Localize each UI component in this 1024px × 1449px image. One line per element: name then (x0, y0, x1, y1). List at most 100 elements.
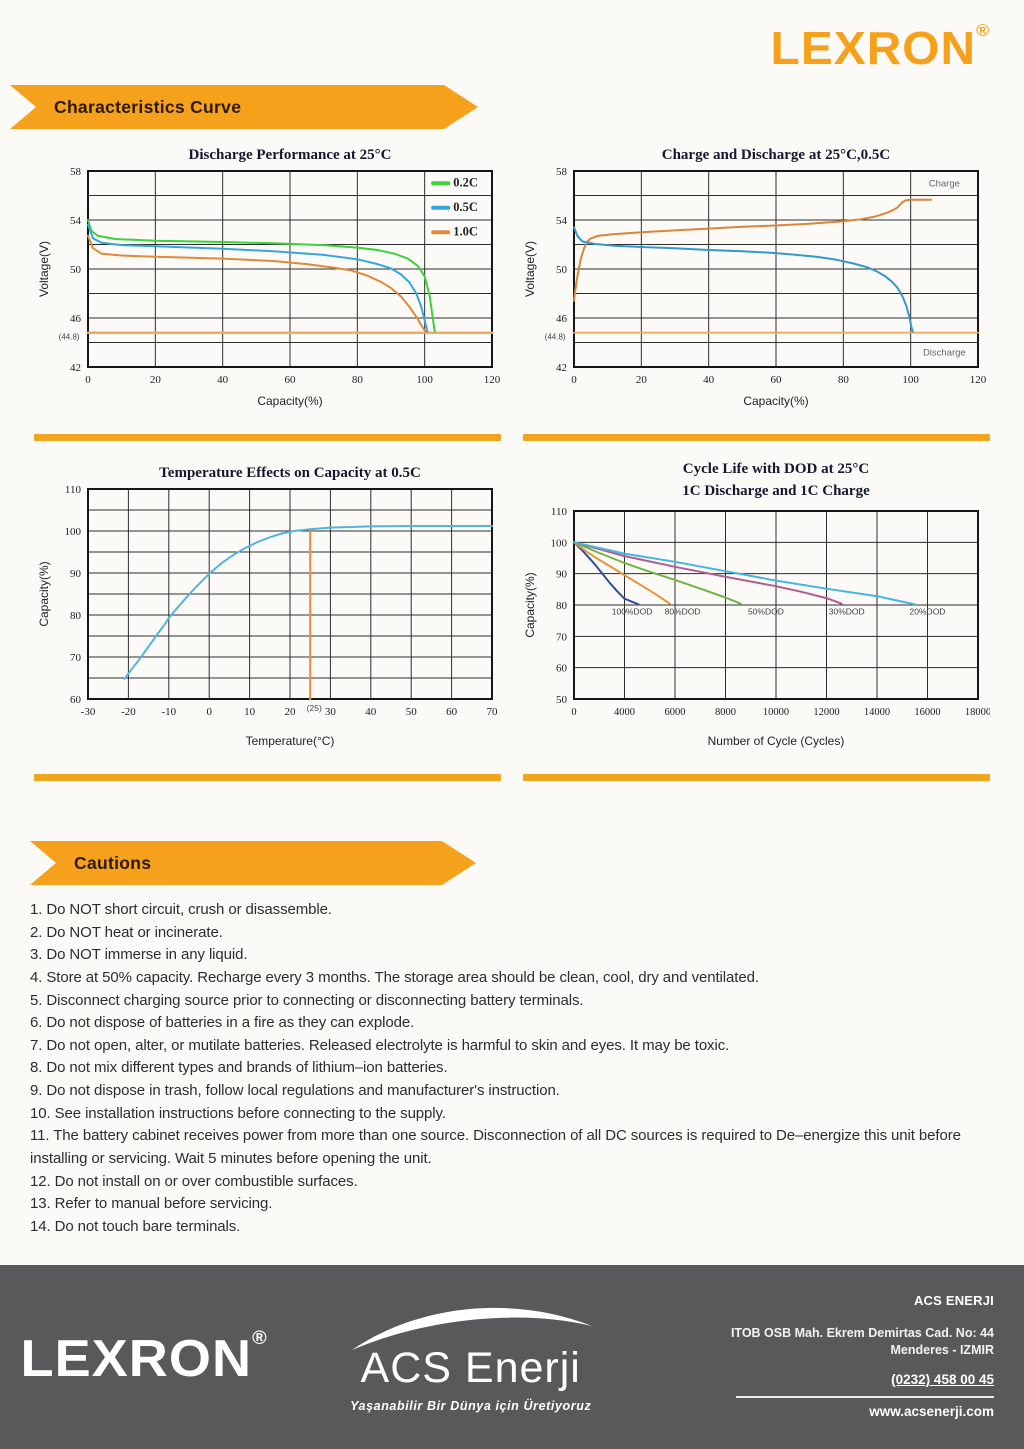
svg-text:Number of Cycle (Cycles): Number of Cycle (Cycles) (708, 734, 845, 748)
svg-text:80: 80 (70, 610, 82, 622)
svg-text:Temperature Effects on Capacit: Temperature Effects on Capacity at 0.5C (159, 465, 421, 481)
svg-text:8000: 8000 (715, 707, 736, 718)
svg-text:100: 100 (551, 537, 568, 549)
svg-text:50: 50 (406, 706, 418, 718)
svg-text:4000: 4000 (614, 707, 635, 718)
characteristics-curve-banner: Characteristics Curve (10, 85, 478, 129)
svg-text:50: 50 (70, 264, 82, 276)
registered-trademark-icon: ® (975, 21, 990, 40)
svg-text:50: 50 (556, 264, 568, 276)
svg-text:70: 70 (70, 652, 82, 664)
svg-text:Voltage(V): Voltage(V) (37, 241, 51, 297)
acs-swoosh-icon (351, 1308, 592, 1351)
svg-text:60: 60 (70, 694, 82, 706)
caution-item: 11. The battery cabinet receives power f… (30, 1127, 961, 1168)
svg-text:Charge: Charge (929, 178, 960, 189)
footer-lexron-logo: LEXRON® (20, 1329, 267, 1385)
caution-item: 12. Do not install on or over combustibl… (30, 1172, 358, 1190)
svg-text:12000: 12000 (813, 707, 839, 718)
svg-text:-30: -30 (81, 706, 96, 718)
svg-text:0: 0 (85, 374, 91, 386)
footer-lexron-logo-text: LEXRON (20, 1329, 253, 1388)
svg-text:18000: 18000 (965, 707, 990, 718)
svg-text:100: 100 (902, 374, 919, 386)
cautions-banner-label: Cautions (74, 852, 152, 873)
svg-text:110: 110 (65, 484, 82, 496)
chart-charge-discharge: 0 20 40 60 80 100 120 58 54 50 46 42 Charge Discharge… (520, 141, 990, 424)
svg-text:40: 40 (703, 374, 715, 386)
svg-text:60: 60 (771, 374, 783, 386)
cautions-banner: Cautions (30, 841, 476, 885)
svg-text:70: 70 (556, 631, 568, 643)
caution-item: 8. Do not mix different types and brands… (30, 1059, 448, 1077)
svg-text:Capacity(%): Capacity(%) (523, 572, 537, 637)
svg-text:14000: 14000 (864, 707, 890, 718)
svg-text:Cycle Life with DOD at 25°C: Cycle Life with DOD at 25°C (683, 461, 869, 477)
svg-text:60: 60 (285, 374, 297, 386)
svg-text:1.0C: 1.0C (453, 224, 478, 238)
svg-text:0: 0 (206, 706, 212, 718)
separator-row (34, 434, 990, 441)
svg-text:80%DOD: 80%DOD (665, 606, 701, 616)
svg-text:46: 46 (556, 313, 568, 325)
svg-text:1C Discharge and 1C Charge: 1C Discharge and 1C Charge (682, 483, 870, 499)
lexron-logo-text: LEXRON (770, 22, 976, 74)
svg-text:20%DOD: 20%DOD (910, 606, 946, 616)
separator-bar (34, 434, 501, 441)
charts-grid: 0 20 40 60 80 100 120 58 54 50 46 42 0.2C 0.5C 1.0C (44… (0, 129, 1024, 795)
svg-text:0.2C: 0.2C (453, 175, 478, 189)
caution-item: 13. Refer to manual before servicing. (30, 1195, 273, 1213)
caution-item: 1. Do NOT short circuit, crush or disass… (30, 901, 332, 918)
contact-address-line1: ITOB OSB Mah. Ekrem Demirtas Cad. No: 44 (730, 1326, 994, 1341)
svg-text:70: 70 (487, 706, 499, 718)
caution-item: 7. Do not open, alter, or mutilate batte… (30, 1036, 730, 1054)
acs-enerji-logo: ACS Enerji Yaşanabilir Bir Dünya için Ür… (346, 1300, 596, 1413)
caution-item: 5. Disconnect charging source prior to c… (30, 991, 584, 1009)
svg-text:58: 58 (70, 166, 82, 178)
separator-bar (34, 774, 501, 781)
chart-cycle-life: 0 4000 6000 8000 10000 12000 14000 16000 18000 11… (520, 455, 991, 764)
caution-item: 9. Do not dispose in trash, follow local… (30, 1082, 560, 1100)
separator-bar (523, 774, 990, 781)
svg-text:110: 110 (551, 506, 568, 518)
svg-text:60: 60 (556, 663, 568, 675)
svg-text:80: 80 (352, 374, 364, 386)
svg-text:120: 120 (484, 374, 501, 386)
footer-registered-trademark-icon: ® (252, 1327, 268, 1349)
separator-bar (523, 434, 990, 441)
svg-text:6000: 6000 (665, 707, 686, 718)
caution-item: 4. Store at 50% capacity. Recharge every… (30, 968, 759, 986)
svg-text:-20: -20 (121, 706, 136, 718)
svg-text:90: 90 (70, 568, 82, 580)
svg-text:Discharge Performance at 25°C: Discharge Performance at 25°C (188, 147, 391, 163)
contact-divider (736, 1396, 994, 1399)
svg-text:54: 54 (70, 215, 82, 227)
svg-text:50: 50 (556, 694, 568, 706)
svg-text:20: 20 (150, 374, 162, 386)
svg-text:20: 20 (636, 374, 648, 386)
svg-text:0.5C: 0.5C (453, 200, 478, 214)
svg-text:0: 0 (571, 707, 576, 718)
lexron-logo: LEXRON® (770, 22, 990, 71)
svg-text:10000: 10000 (763, 707, 789, 718)
contact-address-line2: Menderes - IZMIR (890, 1343, 995, 1358)
svg-text:16000: 16000 (914, 707, 940, 718)
svg-text:100%DOD: 100%DOD (612, 606, 653, 616)
contact-phone: (0232) 458 00 45 (891, 1372, 994, 1388)
svg-text:(44.8): (44.8) (545, 332, 566, 341)
svg-text:(44.8): (44.8) (59, 332, 80, 341)
svg-text:100: 100 (65, 526, 82, 538)
acs-enerji-name: ACS Enerji (360, 1344, 581, 1393)
svg-text:100: 100 (416, 374, 433, 386)
page-footer: LEXRON® ACS Enerji Yaşanabilir Bir Dünya… (0, 1264, 1024, 1449)
svg-text:Temperature(°C): Temperature(°C) (246, 734, 335, 748)
svg-text:20: 20 (285, 706, 297, 718)
svg-text:80: 80 (556, 600, 568, 612)
separator-row (34, 774, 990, 781)
svg-text:Capacity(%): Capacity(%) (257, 394, 322, 408)
page-header: LEXRON® (0, 0, 1024, 71)
chart-temperature-effects: -30 -20 -10 0 10 20 30 40 50 60 70 110 100 90 80 70 60 (2… (34, 455, 504, 764)
acs-enerji-tagline: Yaşanabilir Bir Dünya için Üretiyoruz (350, 1399, 592, 1414)
cautions-list: 1. Do NOT short circuit, crush or disass… (0, 885, 1024, 1239)
caution-item: 14. Do not touch bare terminals. (30, 1217, 241, 1235)
